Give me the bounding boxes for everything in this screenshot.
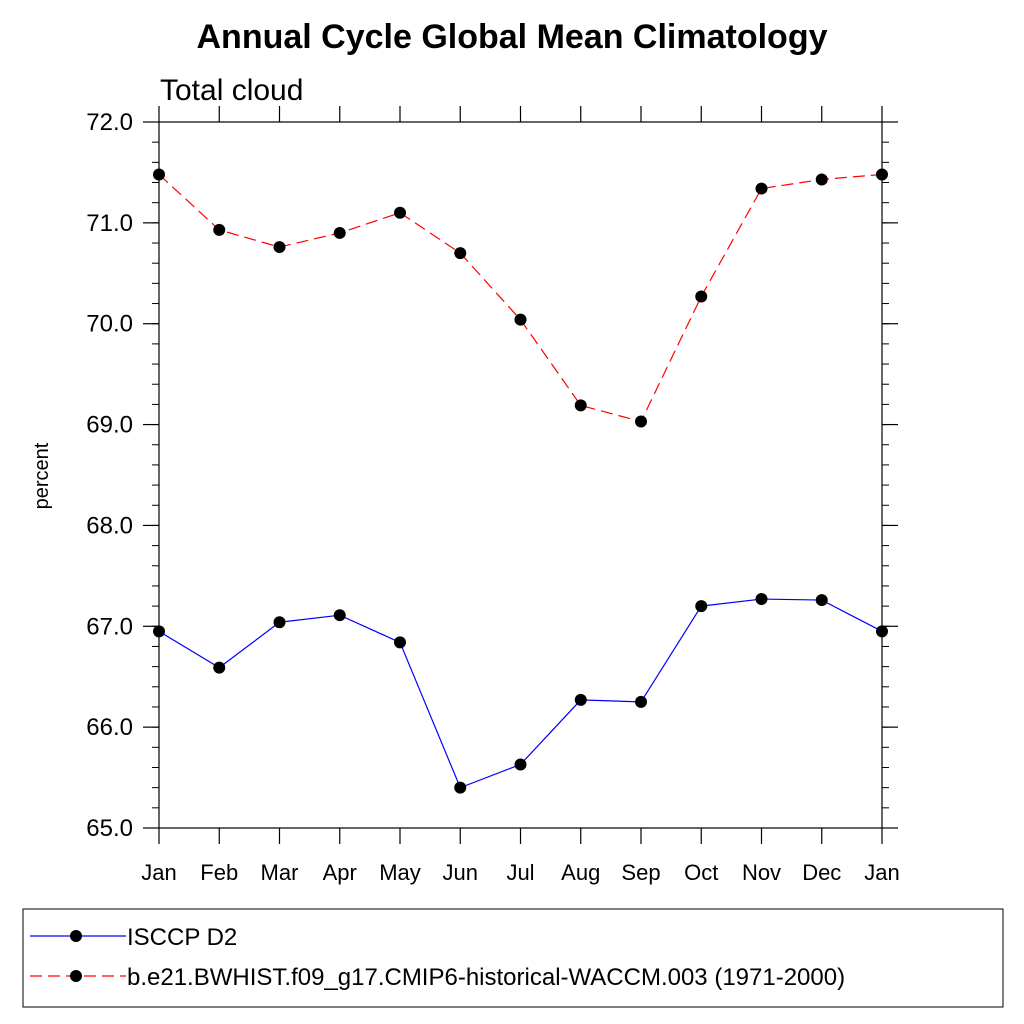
series-1-point (213, 661, 226, 674)
chart-subtitle: Total cloud (160, 74, 303, 107)
x-tick-label: Sep (621, 860, 660, 885)
x-tick-label: Oct (684, 860, 718, 885)
series-1-point (695, 600, 708, 613)
series-1-point (394, 636, 406, 649)
series-2-point (454, 247, 467, 260)
series-2-point (695, 290, 708, 303)
y-tick-label: 71.0 (86, 210, 133, 237)
x-tick-label: Mar (261, 860, 299, 885)
series-1-point (635, 695, 647, 708)
series-1-point (333, 609, 346, 622)
legend: ISCCP D2 b.e21.BWHIST.f09_g17.CMIP6-histo… (22, 908, 1004, 1008)
x-tick-label: Apr (323, 860, 357, 885)
y-tick-label: 72.0 (86, 109, 133, 136)
series-2-point (635, 415, 647, 428)
x-tick-label: Aug (561, 860, 600, 885)
series-1-point (876, 625, 888, 638)
series-1-point (153, 625, 165, 638)
series-2-point (574, 399, 587, 412)
series-2-point (394, 206, 406, 219)
x-tick-label: May (379, 860, 421, 885)
series-2-point (153, 168, 165, 181)
y-axis-label: percent (31, 442, 53, 509)
series-2-point (273, 241, 286, 254)
legend-entry-label: b.e21.BWHIST.f09_g17.CMIP6-historical-WA… (127, 964, 845, 991)
x-tick-label: Feb (200, 860, 238, 885)
plot-frame (158, 121, 883, 829)
series-1-point (514, 758, 527, 771)
x-tick-label: Jul (506, 860, 534, 885)
series-1-point (454, 781, 467, 794)
series-1-point (574, 693, 587, 706)
x-tick-label: Jan (864, 860, 899, 885)
x-tick-label: Nov (742, 860, 781, 885)
legend-swatch-marker (70, 970, 82, 982)
legend-swatch-marker (70, 930, 82, 942)
legend-box (22, 908, 1004, 1008)
series-2-point (815, 173, 828, 186)
y-tick-label: 66.0 (86, 714, 133, 741)
y-tick-label: 69.0 (86, 412, 133, 439)
series-1-point (755, 593, 768, 606)
chart-title: Annual Cycle Global Mean Climatology (197, 18, 828, 56)
series-2-point (514, 313, 527, 326)
series-2-point (333, 226, 346, 239)
plot-area: 65.0 66.0 67.0 68.0 69.0 70.0 71.0 72.0 Jan Feb Ma… (86, 106, 900, 885)
y-tick-label: 70.0 (86, 311, 133, 338)
x-tick-label: Jan (141, 860, 176, 885)
series-1-point (815, 594, 828, 607)
series-line-2 (158, 173, 883, 423)
y-tick-label: 67.0 (86, 613, 133, 640)
legend-entry-label: ISCCP D2 (127, 924, 237, 951)
x-tick-label: Jun (443, 860, 478, 885)
series-2-point (213, 223, 226, 236)
x-tick-label: Dec (802, 860, 841, 885)
y-tick-label: 65.0 (86, 815, 133, 842)
series-2-point (876, 168, 888, 181)
series-2-point (755, 182, 768, 195)
series-1-point (273, 616, 286, 629)
y-tick-label: 68.0 (86, 512, 133, 539)
